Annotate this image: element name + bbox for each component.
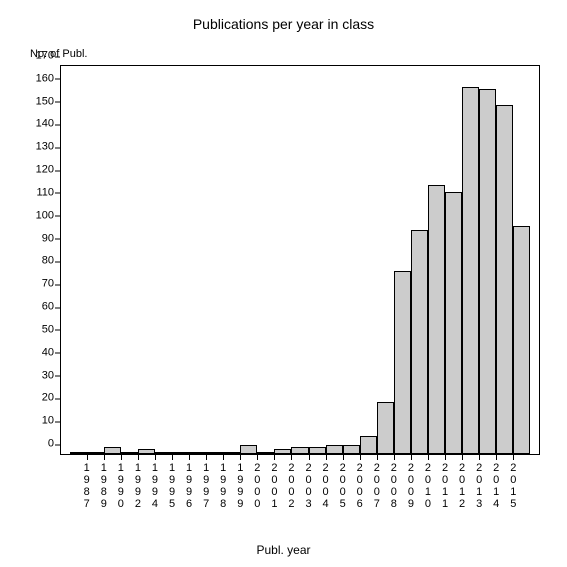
bar (138, 449, 155, 454)
bar (377, 402, 394, 454)
bar (257, 452, 274, 454)
x-tick: 1999 (232, 456, 249, 516)
y-tick: 110 (4, 187, 54, 198)
bar (189, 452, 206, 454)
bar (87, 452, 104, 454)
x-tick: 2014 (488, 456, 505, 516)
x-axis-ticks: 1987198919901992199419951996199719981999… (60, 456, 540, 516)
y-tick: 40 (4, 347, 54, 358)
x-tick: 2001 (266, 456, 283, 516)
x-tick: 1995 (164, 456, 181, 516)
bar (445, 192, 462, 454)
plot-area (60, 65, 540, 455)
y-tick: 140 (4, 119, 54, 130)
bar (121, 452, 138, 454)
x-tick: 2008 (385, 456, 402, 516)
bar (428, 185, 445, 454)
chart-title: Publications per year in class (0, 16, 567, 32)
bar (274, 449, 291, 454)
x-tick: 2006 (351, 456, 368, 516)
bar (479, 89, 496, 454)
x-tick: 2012 (454, 456, 471, 516)
x-tick: 1998 (215, 456, 232, 516)
x-tick: 2000 (249, 456, 266, 516)
bar (462, 87, 479, 454)
y-tick: 30 (4, 370, 54, 381)
x-tick: 2007 (368, 456, 385, 516)
bar (240, 445, 257, 454)
x-tick: 2005 (334, 456, 351, 516)
bar (326, 445, 343, 454)
y-tick: 100 (4, 210, 54, 221)
bar (291, 447, 308, 454)
bar (394, 271, 411, 454)
y-tick: 20 (4, 393, 54, 404)
bar (411, 230, 428, 454)
y-tick: 10 (4, 416, 54, 427)
y-tick: 170 (4, 51, 54, 62)
y-tick: 130 (4, 142, 54, 153)
x-tick: 1997 (198, 456, 215, 516)
bar (360, 436, 377, 454)
x-tick: 1990 (112, 456, 129, 516)
y-tick: 60 (4, 302, 54, 313)
bar (496, 105, 513, 454)
x-tick: 2011 (437, 456, 454, 516)
x-tick: 2002 (283, 456, 300, 516)
bar (343, 445, 360, 454)
y-tick: 120 (4, 165, 54, 176)
x-tick: 1987 (78, 456, 95, 516)
y-tick: 0 (4, 439, 54, 450)
bar (104, 447, 121, 454)
bar (155, 452, 172, 454)
bar (206, 452, 223, 454)
y-tick: 50 (4, 324, 54, 335)
bar (70, 452, 87, 454)
y-tick: 70 (4, 279, 54, 290)
x-tick: 1994 (146, 456, 163, 516)
y-tick: 150 (4, 96, 54, 107)
y-tick: 80 (4, 256, 54, 267)
x-axis-title: Publ. year (0, 543, 567, 557)
x-tick: 2003 (300, 456, 317, 516)
bar (309, 447, 326, 454)
x-tick: 2010 (419, 456, 436, 516)
x-tick: 2015 (505, 456, 522, 516)
bar (513, 226, 530, 454)
bar (172, 452, 189, 454)
bar (223, 452, 240, 454)
y-tick: 90 (4, 233, 54, 244)
x-tick: 1996 (181, 456, 198, 516)
x-tick: 2013 (471, 456, 488, 516)
publications-chart: Publications per year in class No. of Pu… (0, 0, 567, 567)
x-tick: 1992 (129, 456, 146, 516)
y-tick: 160 (4, 73, 54, 84)
x-tick: 1989 (95, 456, 112, 516)
x-tick: 2009 (402, 456, 419, 516)
x-tick: 2004 (317, 456, 334, 516)
y-axis-ticks: 0 10 20 30 40 50 60 70 80 90 100 110 120 130 140 150 160… (0, 65, 60, 455)
bars-container (61, 66, 539, 454)
